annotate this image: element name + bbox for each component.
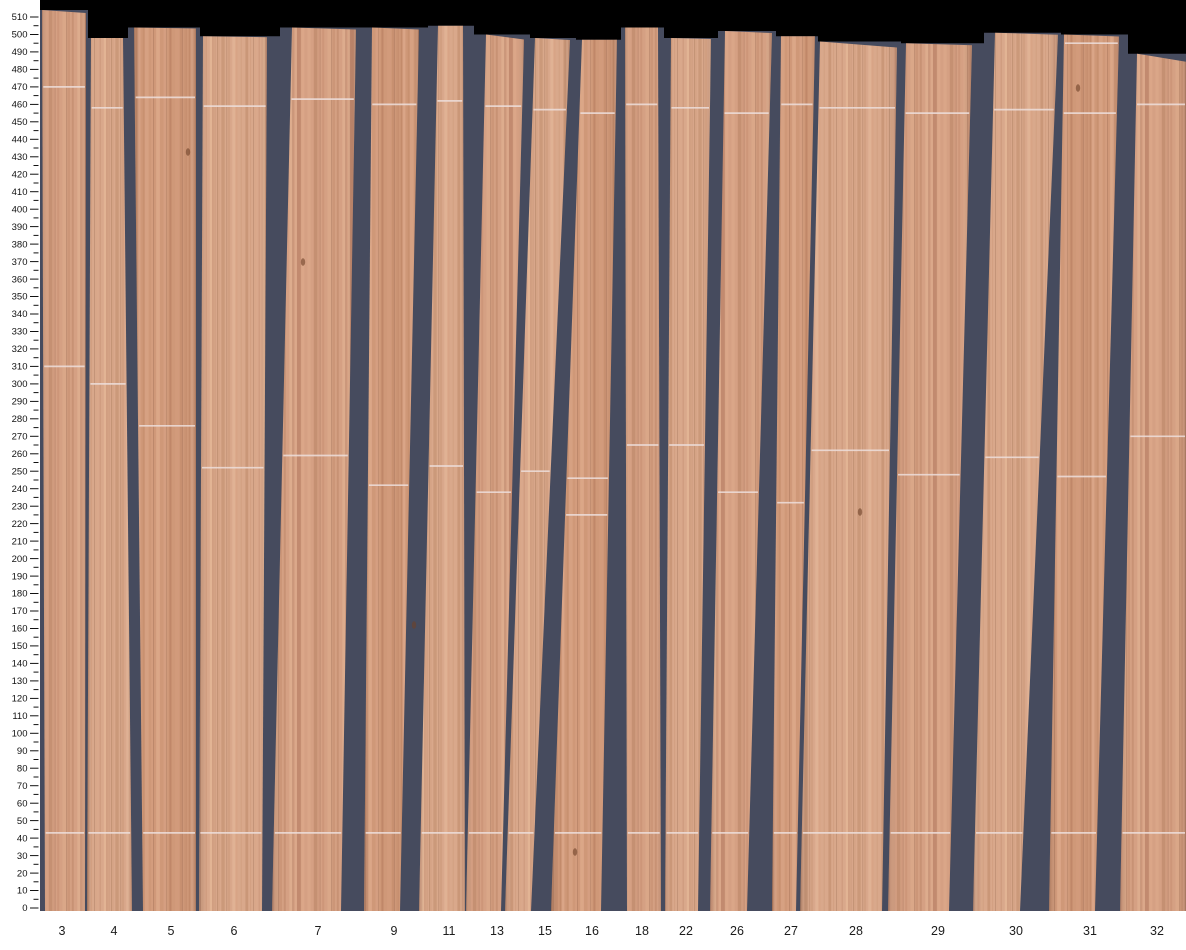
board-id-label: 22 <box>679 924 693 938</box>
board-id-label: 28 <box>849 924 863 938</box>
board-edge-shading <box>466 34 524 911</box>
wood-knot <box>1075 84 1081 92</box>
ruler-tick-label: 280 <box>12 414 28 425</box>
ruler-tick-label: 290 <box>12 397 28 408</box>
ruler-tick-label: 210 <box>12 536 28 547</box>
ruler-tick-label: 480 <box>12 65 28 76</box>
ruler-tick-label: 140 <box>12 659 28 670</box>
board-id-label: 11 <box>443 924 456 938</box>
board-id-label: 3 <box>59 924 66 938</box>
board-id-label: 32 <box>1150 924 1164 938</box>
wood-knot <box>185 148 191 156</box>
board-edge-shading <box>134 27 196 911</box>
ruler-tick-label: 80 <box>17 763 28 774</box>
board-id-label: 7 <box>315 924 322 938</box>
ruler-tick-label: 200 <box>12 554 28 565</box>
board-id-label: 30 <box>1009 924 1023 938</box>
ruler-tick-label: 270 <box>12 432 28 443</box>
board-edge-shading <box>625 27 661 911</box>
ruler-tick-label: 510 <box>12 12 28 23</box>
ruler-tick-label: 490 <box>12 47 28 58</box>
ruler-tick-label: 10 <box>17 886 28 897</box>
ruler-tick-label: 360 <box>12 274 28 285</box>
ruler-tick-label: 100 <box>12 729 28 740</box>
board-id-label: 31 <box>1083 924 1097 938</box>
ruler-tick-label: 230 <box>12 501 28 512</box>
ruler-tick-label: 90 <box>17 746 28 757</box>
ruler-tick-label: 180 <box>12 589 28 600</box>
board-edge-shading <box>87 38 132 911</box>
board-edge-shading <box>973 32 1058 911</box>
ruler-tick-label: 320 <box>12 344 28 355</box>
board-id-label: 29 <box>931 924 945 938</box>
board-edge-shading <box>1049 34 1119 911</box>
ruler-tick-label: 420 <box>12 169 28 180</box>
board-id-label: 26 <box>730 924 744 938</box>
ruler-tick-label: 60 <box>17 798 28 809</box>
board-edge-shading <box>665 38 711 911</box>
ruler-tick-label: 0 <box>22 903 27 914</box>
ruler-tick-label: 430 <box>12 152 28 163</box>
ruler-tick-label: 160 <box>12 624 28 635</box>
board-id-label: 16 <box>585 924 599 938</box>
ruler-tick-label: 470 <box>12 82 28 93</box>
board-edge-shading <box>888 43 972 911</box>
board-id-label: 15 <box>538 924 552 938</box>
board-id-label: 18 <box>635 924 649 938</box>
board-edge-shading <box>199 36 267 911</box>
ruler-tick-label: 340 <box>12 309 28 320</box>
ruler-tick-label: 330 <box>12 327 28 338</box>
board-id-label: 9 <box>391 924 398 938</box>
board-edge-shading <box>1120 53 1186 911</box>
ruler-tick-label: 400 <box>12 204 28 215</box>
wood-knot <box>300 258 306 266</box>
ruler-tick-label: 460 <box>12 100 28 111</box>
ruler-tick-label: 20 <box>17 868 28 879</box>
ruler-tick-label: 380 <box>12 239 28 250</box>
height-ruler: 0 10 20 30 40 50 60 70 80 90 100 110 120 130 140 150 160… <box>12 12 39 914</box>
ruler-tick-label: 450 <box>12 117 28 128</box>
ruler-tick-label: 300 <box>12 379 28 390</box>
wood-knot <box>411 621 417 629</box>
ruler-tick-label: 170 <box>12 606 28 617</box>
ruler-tick-label: 350 <box>12 292 28 303</box>
ruler-tick-label: 260 <box>12 449 28 460</box>
ruler-tick-label: 30 <box>17 851 28 862</box>
board-edge-shading <box>419 25 465 911</box>
ruler-tick-label: 50 <box>17 816 28 827</box>
board-edge-shading <box>364 27 419 911</box>
board-edge-shading <box>42 10 86 911</box>
ruler-tick-label: 440 <box>12 135 28 146</box>
ruler-tick-label: 70 <box>17 781 28 792</box>
board-edge-shading <box>272 27 356 911</box>
board-edge-shading <box>551 39 617 911</box>
ruler-tick-label: 310 <box>12 362 28 373</box>
ruler-tick-label: 150 <box>12 641 28 652</box>
ruler-tick-label: 250 <box>12 466 28 477</box>
board-id-label: 6 <box>231 924 238 938</box>
ruler-tick-label: 130 <box>12 676 28 687</box>
ruler-tick-label: 240 <box>12 484 28 495</box>
board-id-label: 5 <box>168 924 175 938</box>
board-edge-shading <box>772 36 815 911</box>
board-edge-shading <box>800 41 897 911</box>
ruler-tick-label: 120 <box>12 694 28 705</box>
board-id-label: 27 <box>784 924 798 938</box>
ruler-tick-label: 500 <box>12 30 28 41</box>
board-edge-shading <box>710 31 772 911</box>
wood-knot <box>857 508 863 516</box>
ruler-tick-label: 190 <box>12 571 28 582</box>
wood-knot <box>572 848 578 856</box>
ruler-tick-label: 410 <box>12 187 28 198</box>
ruler-tick-label: 40 <box>17 833 28 844</box>
board-id-label: 13 <box>490 924 504 938</box>
ruler-tick-label: 220 <box>12 519 28 530</box>
ruler-tick-label: 370 <box>12 257 28 268</box>
ruler-tick-label: 390 <box>12 222 28 233</box>
board-id-label: 4 <box>111 924 118 938</box>
board-edge-shading <box>505 38 570 911</box>
ruler-tick-label: 110 <box>12 711 27 722</box>
